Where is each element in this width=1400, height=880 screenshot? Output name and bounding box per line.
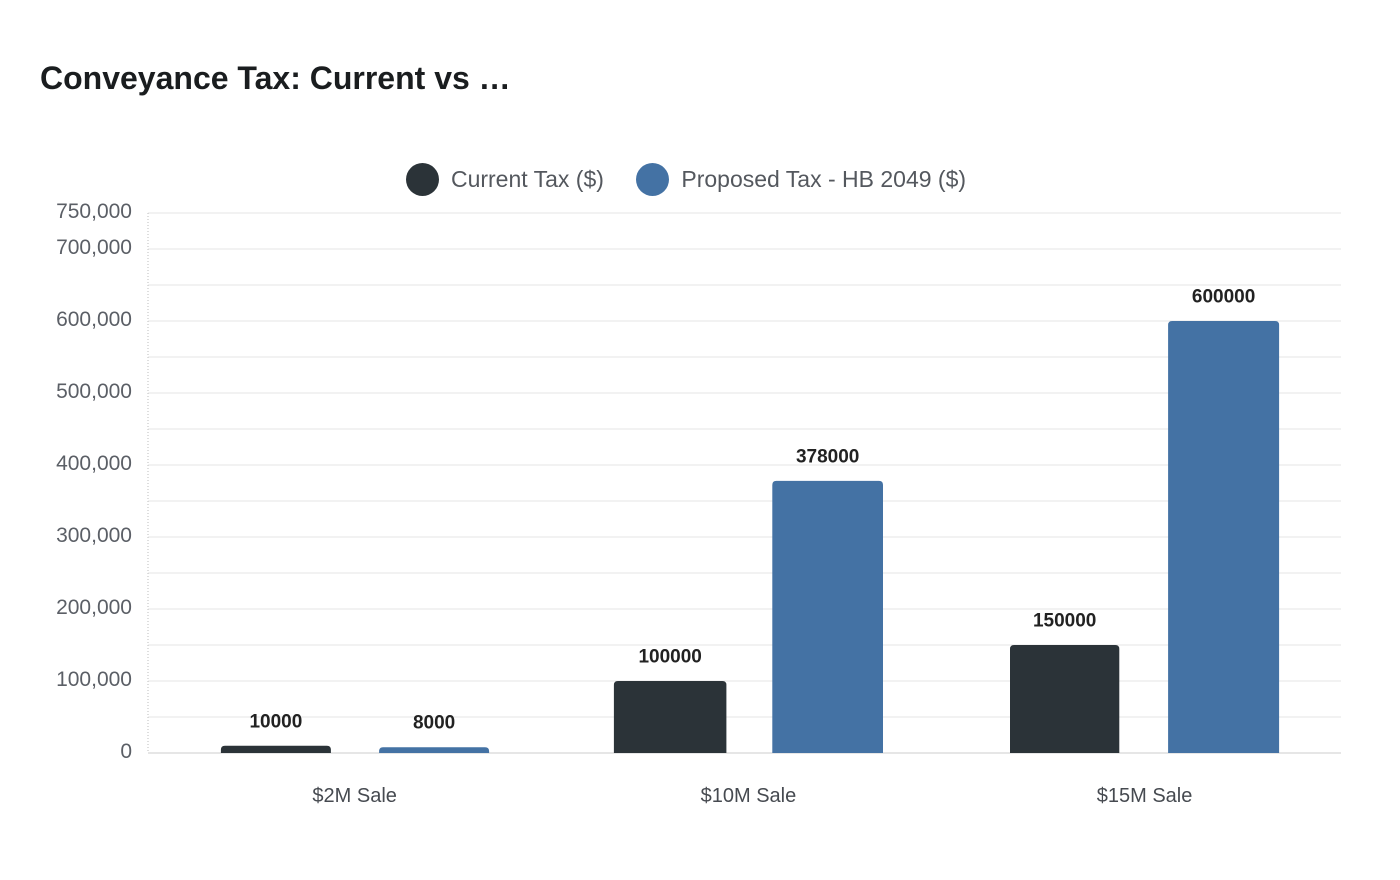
svg-text:$2M Sale: $2M Sale (312, 785, 397, 807)
svg-text:100,000: 100,000 (56, 668, 132, 691)
svg-text:$10M Sale: $10M Sale (701, 785, 797, 807)
svg-text:0: 0 (120, 740, 132, 763)
svg-text:150000: 150000 (1033, 611, 1096, 632)
svg-text:600000: 600000 (1192, 287, 1255, 308)
svg-text:378000: 378000 (796, 446, 859, 467)
svg-text:600,000: 600,000 (56, 308, 132, 331)
svg-text:500,000: 500,000 (56, 380, 132, 403)
svg-text:300,000: 300,000 (56, 524, 132, 547)
svg-text:400,000: 400,000 (56, 452, 132, 475)
svg-text:200,000: 200,000 (56, 596, 132, 619)
svg-text:750,000: 750,000 (56, 200, 132, 223)
svg-text:8000: 8000 (413, 713, 455, 734)
svg-text:100000: 100000 (638, 647, 701, 668)
svg-text:10000: 10000 (249, 711, 302, 732)
svg-text:700,000: 700,000 (56, 236, 132, 259)
svg-text:$15M Sale: $15M Sale (1097, 785, 1193, 807)
